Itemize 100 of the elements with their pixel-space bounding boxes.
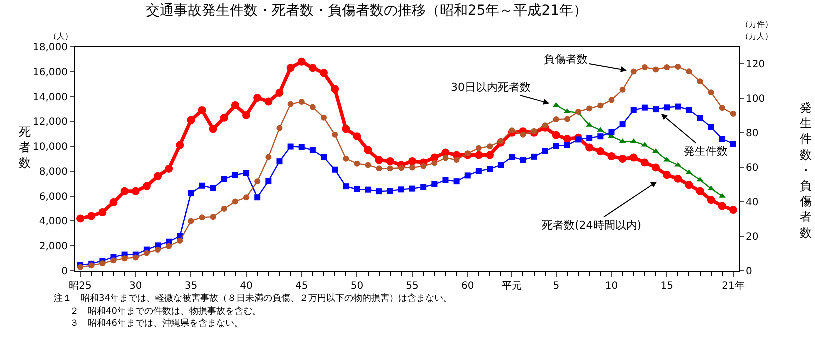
y2-tick-label: 20 bbox=[746, 232, 759, 244]
point bbox=[177, 238, 184, 244]
point bbox=[232, 198, 238, 205]
point bbox=[365, 186, 372, 193]
point bbox=[242, 111, 251, 120]
point bbox=[685, 181, 694, 190]
y2-tick-label: 120 bbox=[746, 60, 766, 71]
point bbox=[110, 198, 118, 207]
point bbox=[132, 187, 140, 196]
point bbox=[166, 243, 172, 250]
x-tick-label: 昭25 bbox=[69, 281, 92, 292]
point bbox=[652, 148, 660, 154]
point bbox=[155, 246, 161, 253]
point bbox=[120, 187, 129, 196]
text: 発生件数・負傷者数 bbox=[800, 101, 812, 240]
point bbox=[244, 194, 250, 201]
point bbox=[531, 154, 538, 160]
point bbox=[264, 98, 273, 106]
point bbox=[707, 196, 716, 204]
text: （人） bbox=[49, 32, 73, 41]
point bbox=[110, 258, 117, 264]
point bbox=[432, 160, 438, 166]
point bbox=[674, 174, 682, 183]
point bbox=[209, 125, 218, 134]
point bbox=[244, 170, 250, 176]
y2-tick-label: 80 bbox=[746, 128, 759, 140]
point bbox=[365, 162, 372, 168]
y-axis-title: 死者数 bbox=[19, 125, 31, 170]
point bbox=[653, 66, 659, 73]
point bbox=[696, 187, 704, 196]
point bbox=[697, 115, 704, 122]
text: ２ 昭和40年までの件数は、物損事故を含む。 bbox=[70, 306, 262, 317]
point bbox=[220, 114, 228, 122]
x-tick-label: 40 bbox=[240, 281, 253, 292]
point bbox=[729, 206, 738, 214]
point bbox=[442, 155, 449, 162]
point bbox=[165, 164, 174, 173]
point bbox=[332, 166, 338, 173]
point bbox=[321, 114, 327, 121]
point bbox=[642, 104, 648, 111]
point bbox=[596, 148, 605, 156]
point bbox=[719, 105, 726, 112]
point bbox=[254, 194, 261, 201]
point bbox=[564, 108, 571, 114]
point bbox=[708, 124, 714, 130]
x-tick-label: 30 bbox=[130, 281, 142, 292]
point bbox=[132, 254, 139, 261]
point bbox=[586, 106, 593, 112]
point bbox=[331, 85, 340, 94]
point bbox=[553, 116, 560, 123]
point bbox=[576, 136, 582, 143]
point bbox=[266, 178, 272, 184]
point bbox=[464, 172, 471, 179]
point bbox=[364, 146, 372, 154]
y2-tick-label: 40 bbox=[746, 198, 759, 209]
text: 注１ 昭和34年までは、軽微な被害事故（８日未満の負傷、２万円以下の物的損害）は含まない。 bbox=[54, 293, 452, 304]
y-tick-label: 0 bbox=[62, 266, 68, 278]
point bbox=[375, 156, 384, 164]
point bbox=[642, 64, 648, 70]
point bbox=[608, 97, 615, 104]
point bbox=[354, 160, 360, 167]
point bbox=[697, 78, 704, 85]
text: 死者数(24時間以内) bbox=[542, 219, 642, 232]
point bbox=[730, 111, 736, 118]
text: （万件） bbox=[741, 20, 773, 29]
x-tick-label: 平元 bbox=[502, 281, 522, 292]
point bbox=[353, 132, 362, 141]
point bbox=[321, 154, 327, 160]
point bbox=[320, 69, 328, 78]
point bbox=[276, 125, 283, 132]
point bbox=[342, 125, 350, 134]
point bbox=[630, 68, 637, 75]
point bbox=[100, 260, 106, 267]
point bbox=[542, 148, 548, 154]
point bbox=[176, 141, 184, 150]
point bbox=[564, 142, 570, 148]
point bbox=[298, 144, 305, 150]
point bbox=[188, 218, 194, 224]
x-tick-label: 45 bbox=[296, 281, 308, 292]
y2-tick-label: 0 bbox=[746, 266, 752, 278]
point bbox=[476, 145, 482, 152]
point bbox=[520, 132, 526, 138]
point bbox=[663, 171, 672, 180]
y-tick-label: 10,000 bbox=[33, 142, 68, 154]
point bbox=[420, 184, 427, 190]
y-tick-label: 4,000 bbox=[39, 216, 68, 228]
point bbox=[563, 135, 572, 144]
point bbox=[730, 141, 736, 148]
y-tick-label: 6,000 bbox=[39, 192, 68, 203]
point bbox=[343, 184, 350, 190]
point bbox=[332, 132, 338, 138]
point bbox=[144, 250, 150, 256]
x-tick-label: 35 bbox=[184, 281, 198, 292]
text: ３ 昭和46年までは、沖縄県を含まない。 bbox=[70, 318, 244, 329]
point bbox=[276, 158, 283, 165]
point bbox=[88, 212, 96, 220]
point bbox=[432, 182, 438, 188]
y2-tick-label: 100 bbox=[746, 94, 766, 106]
x-tick-label: 5 bbox=[553, 281, 560, 292]
point bbox=[142, 182, 151, 190]
